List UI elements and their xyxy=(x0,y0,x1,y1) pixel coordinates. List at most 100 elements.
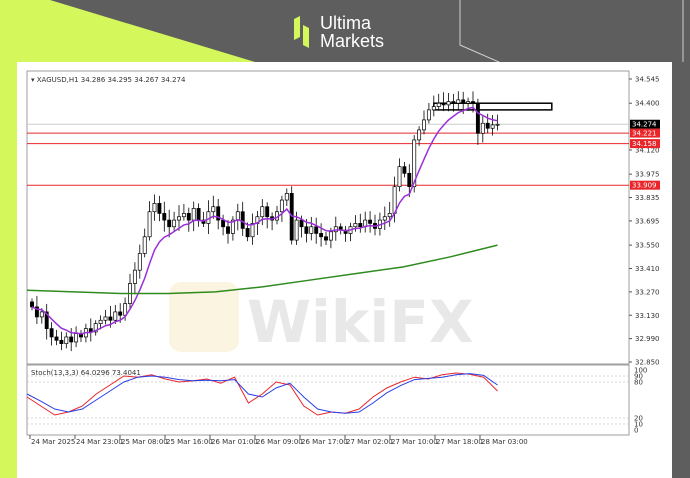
y-tick-label: 34.120 xyxy=(635,146,660,154)
x-tick-label: 28 Mar 03:00 xyxy=(481,438,528,446)
candle xyxy=(201,211,206,228)
candle xyxy=(270,212,275,231)
candle-body xyxy=(309,226,314,234)
candle xyxy=(373,214,377,236)
y-tick-label: 34.545 xyxy=(635,76,660,84)
candle-body xyxy=(471,101,475,104)
candle-body xyxy=(358,223,363,228)
candle xyxy=(181,204,186,221)
stoch-d-line xyxy=(26,373,498,414)
candle xyxy=(93,320,98,336)
wikifx-watermark: WikiFX xyxy=(169,282,474,356)
candle-body xyxy=(304,226,309,234)
candle xyxy=(387,201,392,227)
y-tick-label: 33.835 xyxy=(635,194,660,202)
candle xyxy=(147,201,152,241)
candle xyxy=(475,98,480,145)
candle xyxy=(172,211,177,231)
candle xyxy=(30,298,34,311)
candle xyxy=(343,226,348,242)
candle xyxy=(88,318,93,342)
x-tick-label: 25 Mar 08:00 xyxy=(121,438,168,446)
candle-body xyxy=(216,206,221,221)
candle-body xyxy=(441,102,446,106)
candle xyxy=(324,232,328,246)
candle xyxy=(59,331,64,351)
candle xyxy=(426,102,431,124)
candle-body xyxy=(475,102,480,134)
candle-body xyxy=(402,166,407,174)
stoch-level-label: 20 xyxy=(634,415,643,423)
candle xyxy=(186,207,191,232)
candle xyxy=(226,220,230,244)
candle xyxy=(69,328,74,352)
candle xyxy=(480,115,485,143)
candle xyxy=(490,115,495,136)
x-tick-label: 24 Mar 23:00 xyxy=(76,438,123,446)
y-tick-label: 33.410 xyxy=(635,265,660,273)
candle-body xyxy=(181,213,186,218)
candle xyxy=(34,295,39,325)
candle xyxy=(64,332,69,349)
candle xyxy=(495,114,500,131)
candle-body xyxy=(397,166,402,188)
y-tick-label: 33.975 xyxy=(635,171,660,179)
candle xyxy=(44,303,49,340)
candle-body xyxy=(319,233,324,238)
candle-body xyxy=(466,101,471,104)
candle xyxy=(368,211,373,233)
x-tick-label: 26 Mar 01:00 xyxy=(211,438,258,446)
y-tick-label: 33.550 xyxy=(635,242,660,250)
candle-body xyxy=(299,219,304,228)
candle-body xyxy=(412,139,417,188)
candle-body xyxy=(30,301,34,308)
candle-body xyxy=(480,122,485,134)
candle xyxy=(441,92,446,112)
candle-body xyxy=(69,336,74,343)
candle xyxy=(191,201,196,232)
candle xyxy=(142,228,147,258)
candle-body xyxy=(221,219,226,228)
stoch-level-label: 100 xyxy=(634,367,647,375)
y-tick-label: 32.850 xyxy=(635,359,660,367)
candle-body xyxy=(196,208,201,221)
candle xyxy=(265,202,270,229)
long-ma-line xyxy=(26,244,498,295)
candle-body xyxy=(39,311,44,318)
candle-body xyxy=(461,99,466,104)
candle-body xyxy=(417,129,422,141)
candle xyxy=(79,330,83,342)
candle-body xyxy=(485,122,490,129)
candle-body xyxy=(103,316,108,321)
level-tag-33.909: 33.909 xyxy=(632,182,657,190)
candle-body xyxy=(177,216,181,221)
level-tag-34.158-bg xyxy=(630,139,660,149)
price-chart: WikiFX 34.545 34.400 34.120 33.975 33.835 33.… xyxy=(26,70,660,446)
candle xyxy=(113,304,118,324)
candle xyxy=(235,203,240,231)
candle-body xyxy=(123,303,128,316)
candle-body xyxy=(456,99,461,104)
main-plot-frame xyxy=(26,70,630,365)
chart-panel: WikiFX 34.545 34.400 34.120 33.975 33.835 33.… xyxy=(17,62,672,478)
candle-body xyxy=(265,206,270,218)
brand-line2: Markets xyxy=(320,31,385,51)
stoch-level-label: 0 xyxy=(634,427,638,435)
candle-body xyxy=(132,269,137,284)
candle xyxy=(485,113,490,133)
x-tick-label: 27 Mar 18:00 xyxy=(436,438,483,446)
level-tag-34.221: 34.221 xyxy=(632,130,657,138)
candle xyxy=(132,262,137,295)
candle xyxy=(49,322,54,346)
ultima-markets-logo: Ultima Markets xyxy=(292,14,384,50)
candle xyxy=(338,223,343,235)
candle-body xyxy=(113,311,118,321)
candle-body xyxy=(44,311,49,329)
y-tick-label: 33.130 xyxy=(635,312,660,320)
candle-body xyxy=(93,323,98,333)
candle-body xyxy=(490,124,495,129)
stoch-level-label: 80 xyxy=(634,379,643,387)
candle-body xyxy=(59,339,64,344)
candle xyxy=(230,216,235,241)
candle xyxy=(74,326,79,348)
